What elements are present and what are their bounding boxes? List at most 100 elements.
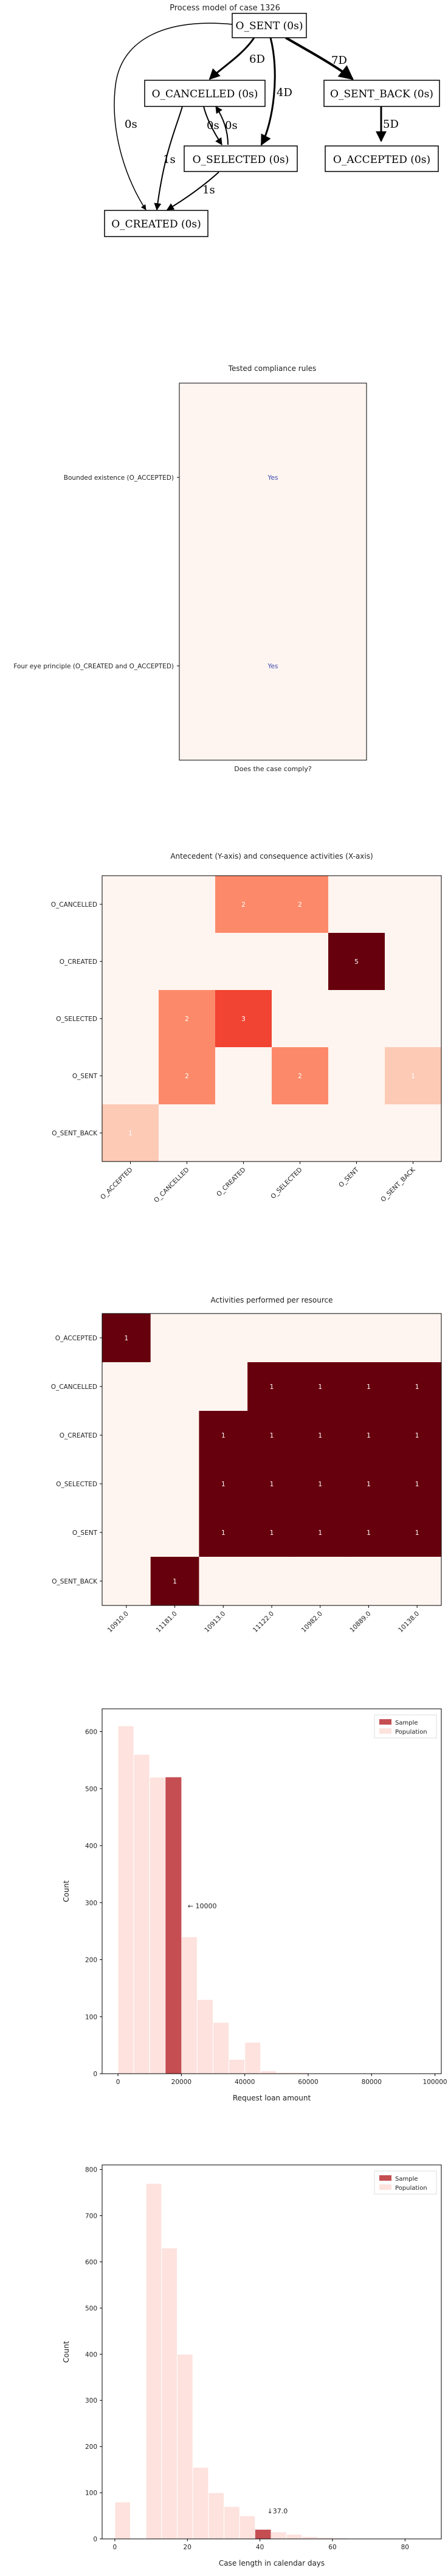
- population-bar: [244, 2041, 261, 2074]
- case-length-histogram-panel: ↓37.0 0 20 40 60 80 0 100 200 300 400 500 600 700 800 C…: [0, 2147, 448, 2574]
- heatmap-cell-value: 2: [298, 1073, 302, 1080]
- population-bar: [224, 2506, 240, 2540]
- heatmap-cell-value: 1: [318, 1529, 322, 1537]
- heatmap-title: Antecedent (Y-axis) and consequence acti…: [170, 852, 373, 860]
- sample-annotation: ← 10000: [188, 1902, 217, 1910]
- node-sent[interactable]: O_SENT (0s): [232, 13, 307, 38]
- heatmap-cell: [393, 1459, 442, 1509]
- legend-swatch-sample: [379, 2175, 391, 2181]
- heatmap-cell-value: 1: [411, 1073, 415, 1080]
- node-created[interactable]: O_CREATED (0s): [104, 210, 208, 237]
- x-tick-label: 80000: [362, 2079, 382, 2086]
- x-tick-label: 0: [113, 2544, 117, 2551]
- heatmap-cell: [102, 876, 159, 933]
- heatmap-cell: [102, 1362, 151, 1411]
- heatmap-cell: [102, 1508, 151, 1557]
- heatmap-cell: [247, 1508, 297, 1557]
- x-tick-label: 40000: [235, 2079, 255, 2086]
- y-tick-label: O_CREATED: [60, 958, 97, 966]
- y-tick-label: O_SENT_BACK: [52, 1578, 98, 1585]
- heatmap-cell: [215, 876, 272, 933]
- population-bar: [133, 1754, 150, 2074]
- legend-label-population: Population: [395, 1729, 427, 1736]
- heatmap-cell-value: 1: [415, 1481, 419, 1488]
- population-bar: [192, 2467, 209, 2540]
- edge-label-cancelled-selected: 0s: [207, 119, 219, 132]
- process-model-panel: Process model of case 1326 6D 4D 7D 5D 0…: [0, 0, 448, 255]
- population-bar: [260, 2070, 277, 2074]
- edge-label-selected-cancelled: 0s: [225, 119, 238, 132]
- x-tick-label: O_ACCEPTED: [99, 1166, 134, 1201]
- node-cancelled[interactable]: O_CANCELLED (0s): [144, 80, 266, 107]
- node-label: O_SELECTED (0s): [193, 154, 289, 166]
- heatmap-cell: [344, 1314, 393, 1363]
- compliance-panel: Tested compliance rules Bounded existenc…: [0, 353, 448, 778]
- heatmap-cell: [150, 1411, 199, 1460]
- node-accepted[interactable]: O_ACCEPTED (0s): [325, 145, 439, 172]
- population-bar: [149, 1777, 166, 2074]
- x-tick-label: 0: [116, 2079, 120, 2086]
- edge-label-sent-created: 0s: [125, 118, 137, 131]
- edge-sent-sentback: [285, 36, 354, 80]
- edge-label-sent-selected: 4D: [277, 86, 292, 99]
- heatmap-cell-value: 1: [270, 1383, 274, 1391]
- heatmap-cell-value: 1: [367, 1432, 371, 1439]
- edge-selected-created: [166, 171, 219, 210]
- y-tick-label: 200: [85, 2443, 97, 2451]
- node-label: O_CANCELLED (0s): [152, 88, 258, 100]
- heatmap-cell: [102, 1104, 159, 1162]
- y-tick-label: 0: [93, 2071, 97, 2078]
- heatmap-cell: [199, 1459, 248, 1509]
- heatmap-cell-value: 1: [318, 1383, 322, 1391]
- heatmap-cell: [150, 1362, 199, 1411]
- rule-value: Yes: [267, 474, 278, 482]
- heatmap-cell: [385, 1104, 442, 1162]
- node-sentback[interactable]: O_SENT_BACK (0s): [323, 80, 440, 107]
- population-bar: [271, 2532, 287, 2540]
- heatmap-cell: [199, 1411, 248, 1460]
- rule-label: Four eye principle (O_CREATED and O_ACCE…: [13, 663, 174, 670]
- legend-swatch-population: [379, 1728, 391, 1734]
- heatmap-cell: [328, 990, 385, 1048]
- compliance-chart: Tested compliance rules Bounded existenc…: [13, 364, 367, 773]
- heatmap-cell: [199, 1362, 248, 1411]
- legend-swatch-population: [379, 2184, 391, 2190]
- antecedent-heatmap-panel: Antecedent (Y-axis) and consequence acti…: [0, 845, 448, 1271]
- x-tick-label: 100000: [423, 2079, 447, 2086]
- heatmap-cell-value: 1: [367, 1383, 371, 1391]
- heatmap-cell-value: 1: [270, 1481, 274, 1488]
- heatmap-cell-value: 1: [318, 1481, 322, 1488]
- heatmap-title: Activities performed per resource: [211, 1296, 333, 1304]
- x-tick-label: 11122.0: [252, 1610, 275, 1634]
- population-bar: [229, 2059, 246, 2074]
- population-bar: [145, 2183, 162, 2540]
- heatmap-cell-value: 1: [173, 1578, 177, 1585]
- y-tick-label: O_CANCELLED: [51, 901, 97, 909]
- process-model-graph: Process model of case 1326 6D 4D 7D 5D 0…: [104, 4, 440, 237]
- x-tick-label: 10982.0: [300, 1610, 324, 1634]
- heatmap-cell: [272, 876, 329, 933]
- node-selected[interactable]: O_SELECTED (0s): [184, 145, 298, 172]
- x-tick-label: 20000: [171, 2079, 191, 2086]
- heatmap-cell: [102, 1459, 151, 1509]
- heatmap-cell-value: 1: [415, 1383, 419, 1391]
- y-tick-label: O_SELECTED: [56, 1016, 97, 1023]
- heatmap-cell: [385, 876, 442, 933]
- heatmap-cell: [159, 1104, 216, 1162]
- x-tick-label: O_SENT: [337, 1166, 360, 1189]
- edge-selected-cancelled: [215, 105, 229, 145]
- heatmap-cell: [215, 933, 272, 991]
- x-axis-label: Case length in calendar days: [219, 2559, 325, 2567]
- heatmap-cell: [247, 1411, 297, 1460]
- heatmap-cell: [150, 1314, 199, 1363]
- y-tick-label: O_SENT: [72, 1529, 98, 1537]
- sample-bar: [255, 2529, 271, 2539]
- heatmap-cell-value: 1: [367, 1481, 371, 1488]
- y-tick-label: O_CREATED: [60, 1432, 97, 1439]
- heatmap-cell: [393, 1362, 442, 1411]
- compliance-xlabel: Does the case comply?: [234, 765, 312, 773]
- process-model-title: Process model of case 1326: [170, 4, 280, 13]
- heatmap-cell-value: 2: [185, 1073, 189, 1080]
- population-bar: [161, 2248, 178, 2540]
